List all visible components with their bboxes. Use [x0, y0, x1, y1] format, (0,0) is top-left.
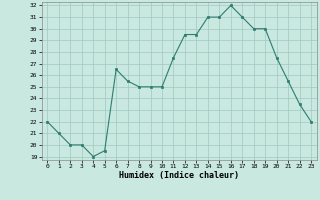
X-axis label: Humidex (Indice chaleur): Humidex (Indice chaleur): [119, 171, 239, 180]
